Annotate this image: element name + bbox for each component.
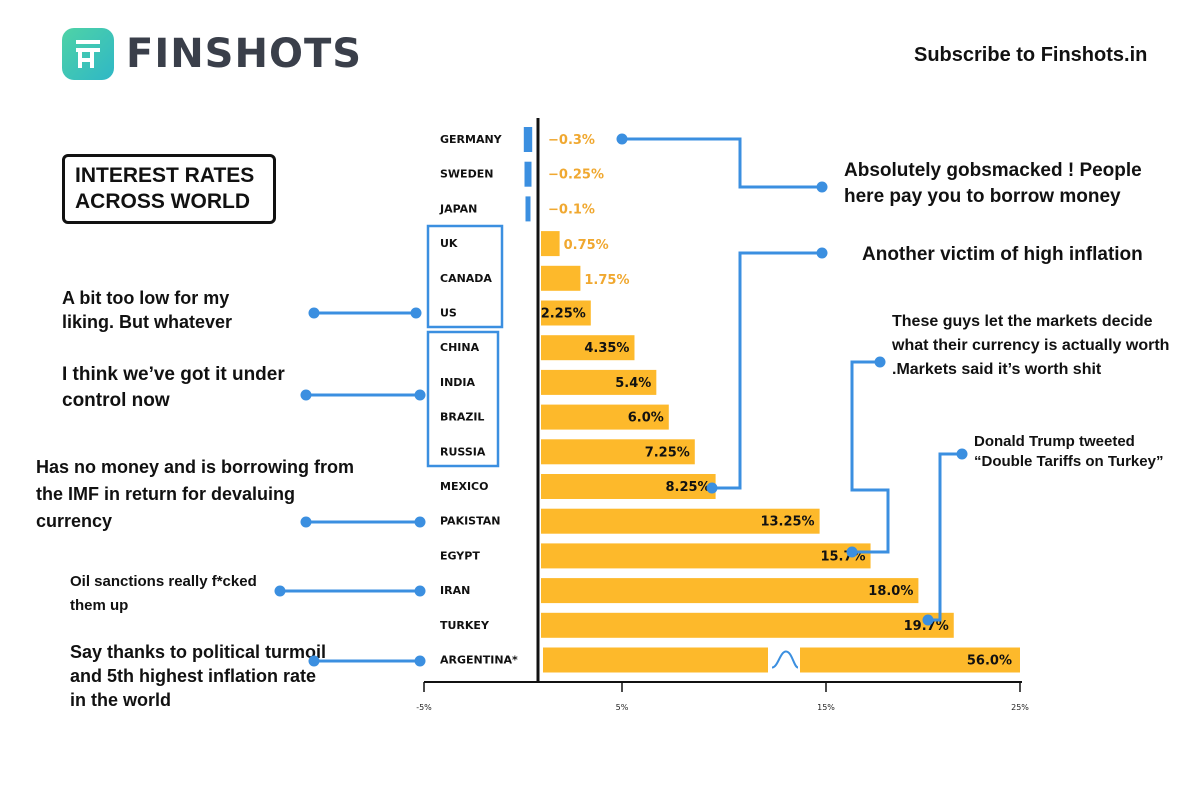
brand-logo: FINSHOTS — [62, 28, 362, 80]
note-iran: Oil sanctions really f*cked them up — [70, 573, 257, 614]
connector-mexico-dot-1 — [816, 247, 828, 259]
connector-turkey-dot-1 — [956, 448, 968, 460]
bar-iran — [541, 578, 919, 604]
subscribe-link[interactable]: Subscribe to Finshots.in — [914, 44, 1148, 66]
connector-egypt-dot-0 — [846, 546, 858, 558]
connector-us-group-dot-1 — [410, 307, 422, 319]
value-label-sweden: −0.25% — [548, 168, 604, 183]
group-box-uk-canada-us — [426, 224, 504, 329]
note-mexico: Another victim of high inflation — [862, 244, 1143, 265]
category-label-china: CHINA — [440, 341, 480, 354]
connector-germany-dot-0 — [616, 133, 628, 145]
value-label-japan: −0.1% — [548, 202, 595, 217]
note-turkey: Donald Trump tweeted “Double Tariffs on … — [974, 433, 1164, 470]
connector-iran-dot-1 — [414, 585, 426, 597]
note-argentina: Say thanks to political turmoil and 5th … — [70, 642, 327, 710]
value-label-germany: −0.3% — [548, 133, 595, 148]
bar-uk — [541, 231, 560, 257]
bar-brazil — [541, 404, 669, 430]
bar-japan — [525, 196, 531, 222]
note-egypt: These guys let the markets decide what t… — [892, 313, 1170, 378]
connector-argentina-dot-1 — [414, 655, 426, 667]
connector-pakistan-dot-1 — [414, 516, 426, 528]
bar-sweden — [524, 161, 532, 187]
value-label-iran: 18.0% — [868, 584, 913, 599]
bar-argentina-part1 — [543, 647, 768, 673]
bar-turkey — [541, 612, 954, 638]
value-label-mexico: 8.25% — [665, 480, 710, 495]
value-label-canada: 1.75% — [584, 273, 629, 288]
note-us-group: A bit too low for my liking. But whateve… — [62, 288, 233, 332]
value-label-argentina: 56.0% — [967, 654, 1012, 669]
connector-argentina-dot-0 — [308, 655, 320, 667]
value-label-india: 5.4% — [615, 376, 651, 391]
category-label-pakistan: PAKISTAN — [440, 515, 500, 528]
category-label-iran: IRAN — [440, 584, 470, 597]
brand-name: FINSHOTS — [126, 31, 363, 77]
category-label-mexico: MEXICO — [440, 480, 488, 493]
category-label-germany: GERMANY — [440, 133, 503, 146]
connector-us-group-dot-0 — [308, 307, 320, 319]
bar-mexico — [541, 474, 716, 499]
connector-germany — [622, 137, 822, 189]
note-brics-group: I think we’ve got it under control now — [62, 364, 285, 411]
x-tick-label-2: 15% — [817, 703, 835, 712]
value-label-china: 4.35% — [584, 341, 629, 356]
category-label-uk: UK — [440, 237, 458, 250]
category-label-brazil: BRAZIL — [440, 411, 484, 424]
category-label-japan: JAPAN — [439, 202, 477, 215]
value-label-pakistan: 13.25% — [760, 515, 814, 530]
category-label-sweden: SWEDEN — [440, 168, 493, 181]
group-box-brics — [426, 330, 500, 468]
connector-turkey-dot-0 — [922, 614, 934, 626]
note-germany: Absolutely gobsmacked ! People here pay … — [844, 160, 1142, 207]
bar-us — [541, 300, 591, 326]
bar-egypt — [541, 543, 871, 569]
value-label-uk: 0.75% — [564, 238, 609, 253]
value-label-brazil: 6.0% — [628, 411, 664, 426]
finshots-logo-icon — [62, 28, 114, 80]
category-label-argentina: ARGENTINA* — [440, 654, 518, 667]
bar-russia — [541, 439, 695, 465]
chart-title: INTEREST RATES ACROSS WORLD — [62, 154, 276, 224]
category-label-india: INDIA — [440, 376, 476, 389]
value-label-turkey: 19.7% — [904, 619, 949, 634]
category-label-russia: RUSSIA — [440, 445, 486, 458]
connector-brics-group-dot-1 — [414, 389, 426, 401]
axis-break-squiggle — [771, 650, 799, 669]
connector-pakistan-dot-0 — [300, 516, 312, 528]
x-tick-label-0: -5% — [416, 703, 432, 712]
category-label-canada: CANADA — [440, 272, 492, 285]
category-label-turkey: TURKEY — [440, 619, 490, 632]
connector-mexico-dot-0 — [706, 482, 718, 494]
category-label-egypt: EGYPT — [440, 549, 480, 562]
connector-brics-group-dot-0 — [300, 389, 312, 401]
x-tick-label-3: 25% — [1011, 703, 1029, 712]
note-pakistan: Has no money and is borrowing from the I… — [36, 457, 355, 531]
category-label-us: US — [440, 307, 457, 320]
connector-iran-dot-0 — [274, 585, 286, 597]
bar-pakistan — [541, 508, 820, 534]
bar-china — [541, 335, 635, 361]
connector-mexico — [712, 251, 822, 490]
bar-india — [541, 369, 657, 395]
connector-turkey — [928, 452, 962, 622]
value-label-us: 2.25% — [541, 307, 586, 322]
value-label-russia: 7.25% — [645, 445, 690, 460]
connector-egypt-dot-1 — [874, 356, 886, 368]
x-tick-label-1: 5% — [616, 703, 629, 712]
bar-canada — [541, 265, 581, 291]
connector-egypt — [850, 360, 890, 554]
bar-germany — [523, 127, 533, 152]
connector-germany-dot-1 — [816, 181, 828, 193]
bar-argentina-part2 — [800, 647, 1020, 673]
